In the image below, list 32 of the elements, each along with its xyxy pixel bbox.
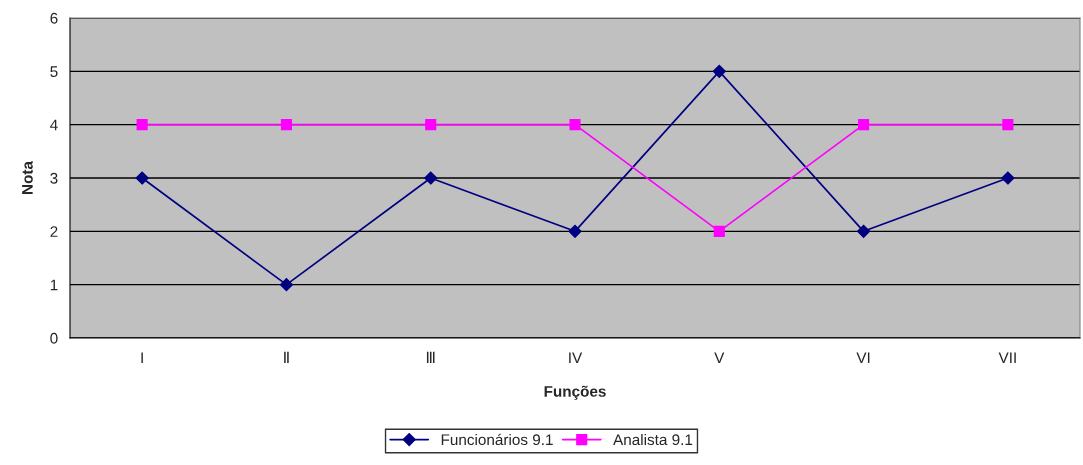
y-tick-label: 4: [50, 119, 58, 131]
point: [858, 119, 870, 131]
point: [856, 224, 871, 238]
x-axis-title: Funções: [544, 385, 606, 400]
y-tick-label: 1: [50, 279, 58, 291]
point: [1002, 119, 1014, 131]
y-tick-label: 5: [50, 66, 58, 78]
point: [135, 171, 149, 185]
point: [136, 119, 148, 131]
point: [280, 119, 292, 131]
x-tick-label: Ⅲ: [426, 351, 435, 363]
x-tick-label: I: [141, 352, 143, 363]
point: [569, 119, 581, 131]
point: [424, 171, 438, 185]
point: [712, 64, 726, 78]
y-tick-label: 0: [50, 332, 58, 344]
y-axis-title: Nota: [22, 160, 33, 194]
point: [425, 119, 437, 131]
legend-label: Analista 9.1: [613, 433, 693, 446]
point: [713, 225, 725, 237]
point: [568, 224, 582, 238]
y-tick-label: 6: [50, 12, 58, 24]
x-tick-label: VII: [998, 352, 1016, 363]
x-tick-label: VI: [856, 352, 870, 363]
y-tick-label: 3: [50, 172, 58, 184]
legend-label: Funcionários 9.1: [441, 433, 553, 446]
x-tick-label: Ⅱ: [284, 351, 289, 363]
x-tick-label: V: [714, 352, 725, 363]
point: [279, 278, 294, 292]
x-tick-label: IV: [569, 352, 583, 363]
point: [1001, 171, 1015, 185]
y-tick-label: 2: [50, 226, 58, 237]
